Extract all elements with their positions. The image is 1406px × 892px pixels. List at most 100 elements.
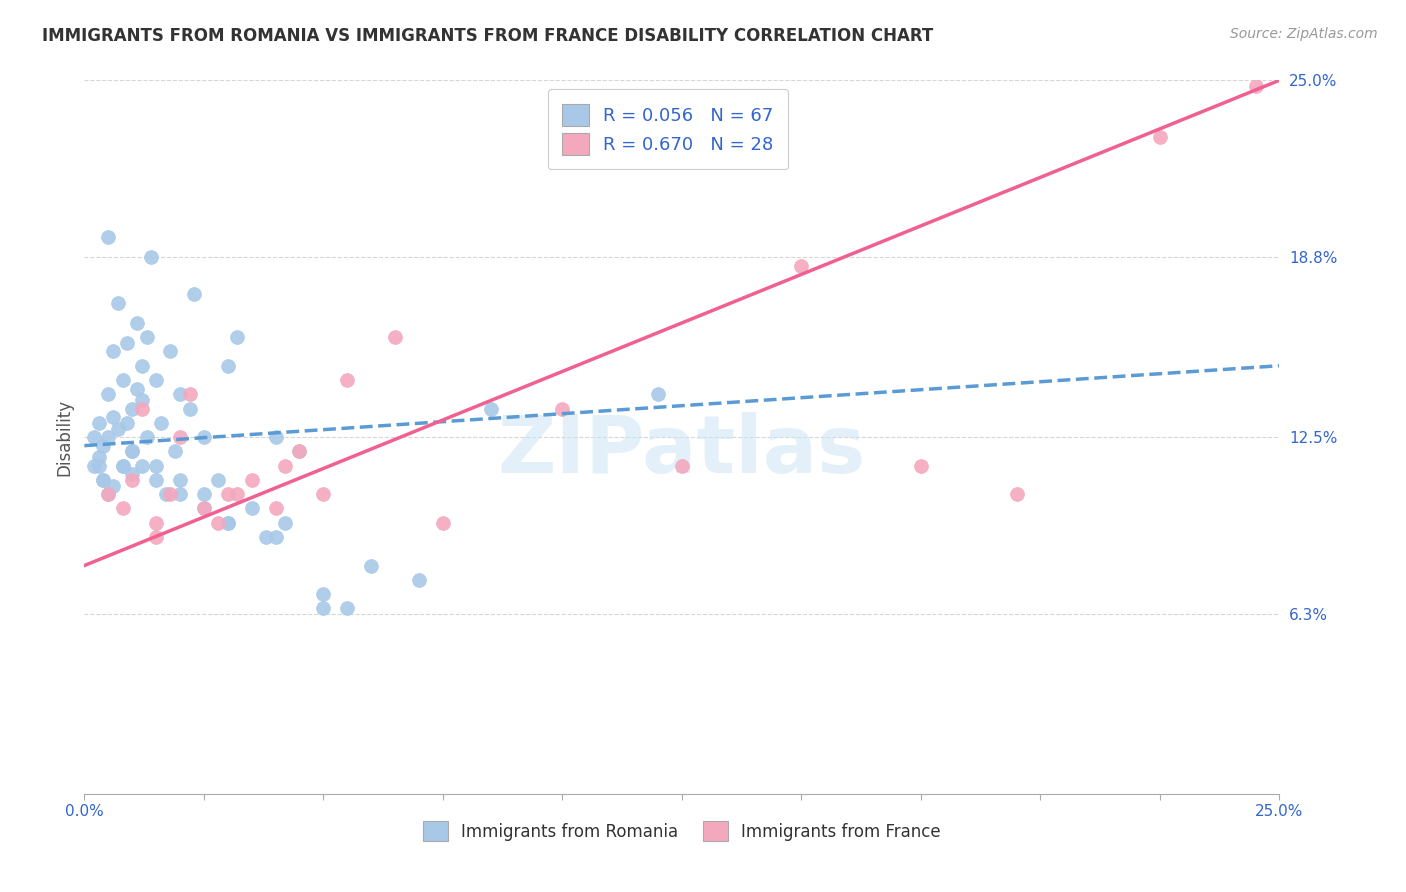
Point [117, 416, 139, 430]
Point [408, 573, 430, 587]
Point [217, 359, 239, 373]
Point [149, 416, 172, 430]
Text: ZIPatlas: ZIPatlas [498, 412, 866, 491]
Y-axis label: Disability: Disability [55, 399, 73, 475]
Point [179, 387, 201, 401]
Point [121, 444, 143, 458]
Point [141, 250, 163, 264]
Point [169, 487, 191, 501]
Point [217, 516, 239, 530]
Point [169, 430, 191, 444]
Point [193, 501, 215, 516]
Point [384, 330, 406, 344]
Point [432, 516, 454, 530]
Point [135, 430, 157, 444]
Point [93, 473, 115, 487]
Point [1149, 130, 1171, 145]
Point [169, 473, 191, 487]
Point [97, 230, 120, 244]
Point [240, 501, 263, 516]
Point [145, 530, 167, 544]
Point [360, 558, 382, 573]
Point [264, 530, 287, 544]
Point [83, 430, 105, 444]
Point [226, 330, 249, 344]
Point [312, 487, 335, 501]
Point [93, 439, 115, 453]
Point [193, 487, 215, 501]
Point [336, 373, 359, 387]
Legend: Immigrants from Romania, Immigrants from France: Immigrants from Romania, Immigrants from… [415, 813, 949, 850]
Point [254, 530, 277, 544]
Point [790, 259, 813, 273]
Point [97, 487, 120, 501]
Point [207, 516, 229, 530]
Point [131, 401, 153, 416]
Point [121, 467, 143, 482]
Point [159, 344, 181, 359]
Point [217, 516, 239, 530]
Point [111, 373, 134, 387]
Point [155, 487, 177, 501]
Point [135, 330, 157, 344]
Point [183, 287, 205, 301]
Point [264, 430, 287, 444]
Point [111, 458, 134, 473]
Point [312, 587, 335, 601]
Point [240, 473, 263, 487]
Point [179, 401, 201, 416]
Point [93, 473, 115, 487]
Point [125, 382, 148, 396]
Point [111, 458, 134, 473]
Point [336, 601, 359, 615]
Point [87, 458, 110, 473]
Point [165, 444, 187, 458]
Point [207, 473, 229, 487]
Point [145, 373, 167, 387]
Point [1005, 487, 1028, 501]
Point [159, 487, 181, 501]
Point [169, 387, 191, 401]
Point [910, 458, 932, 473]
Point [121, 401, 143, 416]
Point [87, 450, 110, 464]
Point [131, 392, 153, 407]
Point [97, 487, 120, 501]
Point [288, 444, 311, 458]
Point [97, 430, 120, 444]
Point [111, 501, 134, 516]
Point [217, 487, 239, 501]
Point [274, 516, 297, 530]
Point [87, 416, 110, 430]
Point [131, 359, 153, 373]
Point [193, 430, 215, 444]
Point [125, 316, 148, 330]
Point [288, 444, 311, 458]
Point [145, 458, 167, 473]
Point [121, 444, 143, 458]
Point [145, 473, 167, 487]
Point [671, 458, 693, 473]
Point [117, 335, 139, 350]
Point [312, 601, 335, 615]
Point [101, 344, 124, 359]
Point [193, 501, 215, 516]
Point [121, 473, 143, 487]
Text: IMMIGRANTS FROM ROMANIA VS IMMIGRANTS FROM FRANCE DISABILITY CORRELATION CHART: IMMIGRANTS FROM ROMANIA VS IMMIGRANTS FR… [42, 27, 934, 45]
Point [107, 421, 129, 435]
Point [1244, 78, 1267, 93]
Point [107, 296, 129, 310]
Text: Source: ZipAtlas.com: Source: ZipAtlas.com [1230, 27, 1378, 41]
Point [551, 401, 574, 416]
Point [131, 458, 153, 473]
Point [101, 410, 124, 425]
Point [226, 487, 249, 501]
Point [83, 458, 105, 473]
Point [479, 401, 502, 416]
Point [97, 387, 120, 401]
Point [274, 458, 297, 473]
Point [264, 501, 287, 516]
Point [647, 387, 669, 401]
Point [145, 516, 167, 530]
Point [101, 478, 124, 492]
